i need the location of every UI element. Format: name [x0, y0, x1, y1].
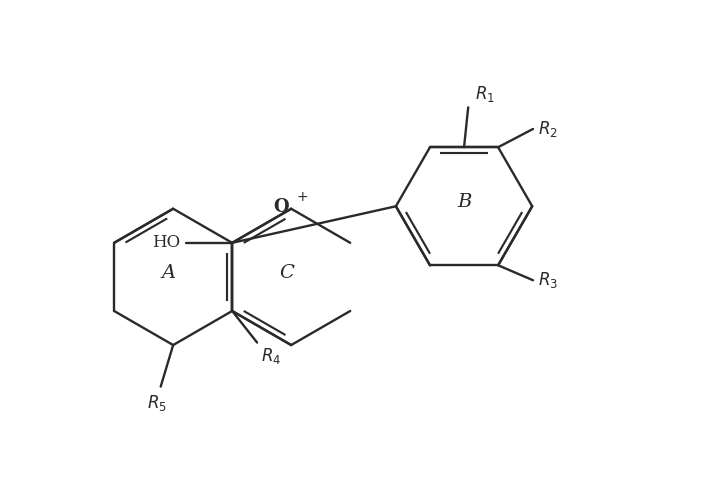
- Text: $R_2$: $R_2$: [538, 119, 557, 139]
- Text: HO: HO: [152, 234, 180, 251]
- Text: $R_4$: $R_4$: [261, 346, 281, 366]
- Text: $R_5$: $R_5$: [147, 393, 167, 413]
- Text: $R_3$: $R_3$: [538, 270, 558, 290]
- Text: +: +: [296, 190, 308, 204]
- Text: B: B: [457, 193, 471, 211]
- Text: O: O: [273, 198, 289, 216]
- Text: A: A: [162, 264, 176, 282]
- Text: $R_1$: $R_1$: [475, 84, 495, 104]
- Text: C: C: [280, 264, 295, 282]
